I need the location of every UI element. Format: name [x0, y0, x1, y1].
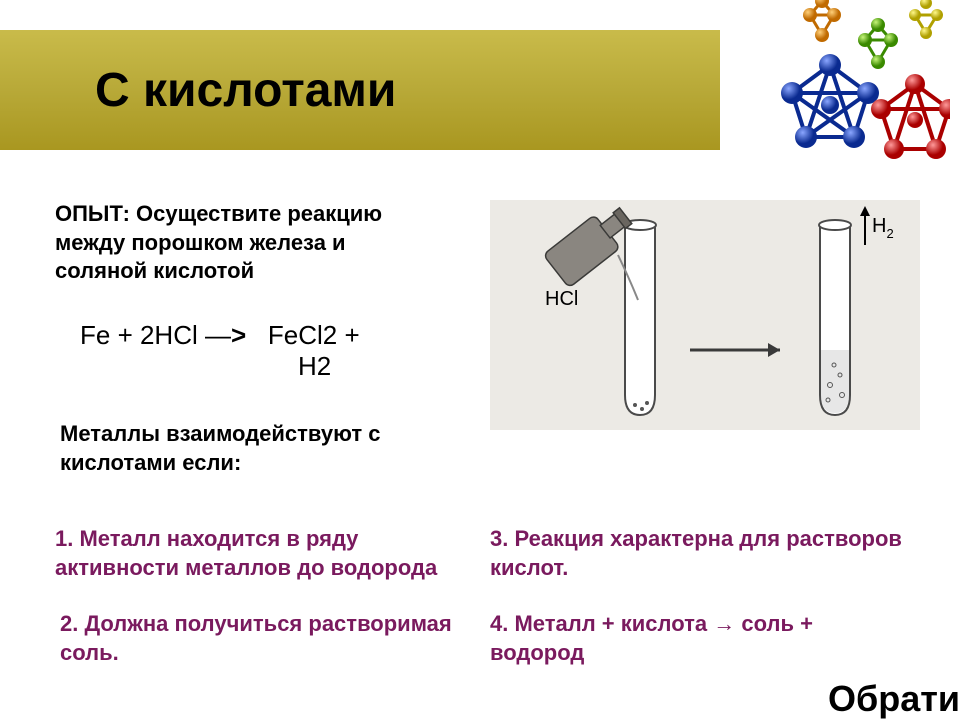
- condition-1: 1. Металл находится в ряду активности ме…: [55, 525, 445, 582]
- test-tube-left: [624, 220, 656, 415]
- test-tube-right: [819, 220, 851, 415]
- molecule-blue: [781, 54, 879, 148]
- molecule-yellow: [909, 0, 943, 39]
- condition-3: 3. Реакция характерна для растворов кисл…: [490, 525, 960, 582]
- molecule-green: [858, 18, 898, 69]
- page-title: С кислотами: [95, 63, 396, 118]
- condition-2: 2. Должна получиться растворимая соль.: [60, 610, 470, 667]
- molecule-orange: [803, 0, 841, 42]
- equation-rhs-bottom: H2: [298, 351, 360, 382]
- cutoff-text: Обрати: [828, 678, 960, 720]
- equation-lhs: Fe + 2HCl —: [80, 320, 231, 350]
- title-banner: С кислотами: [0, 30, 720, 150]
- equation-arrow: >: [231, 320, 246, 350]
- equation-rhs-top: FeCl2 +: [268, 320, 360, 350]
- conditions-intro: Металлы взаимодействуют с кислотами если…: [60, 420, 440, 477]
- experiment-description: ОПЫТ: Осуществите реакцию между порошком…: [55, 200, 425, 286]
- condition-4: 4. Металл + кислота → соль + водород: [490, 610, 910, 667]
- molecule-red: [871, 74, 950, 159]
- chemical-equation: Fe + 2HCl —> FeCl2 + H2: [80, 320, 360, 382]
- molecule-cluster-decoration: [690, 0, 950, 180]
- hcl-label: HCl: [545, 288, 578, 310]
- reaction-diagram: HCl H2: [490, 200, 920, 430]
